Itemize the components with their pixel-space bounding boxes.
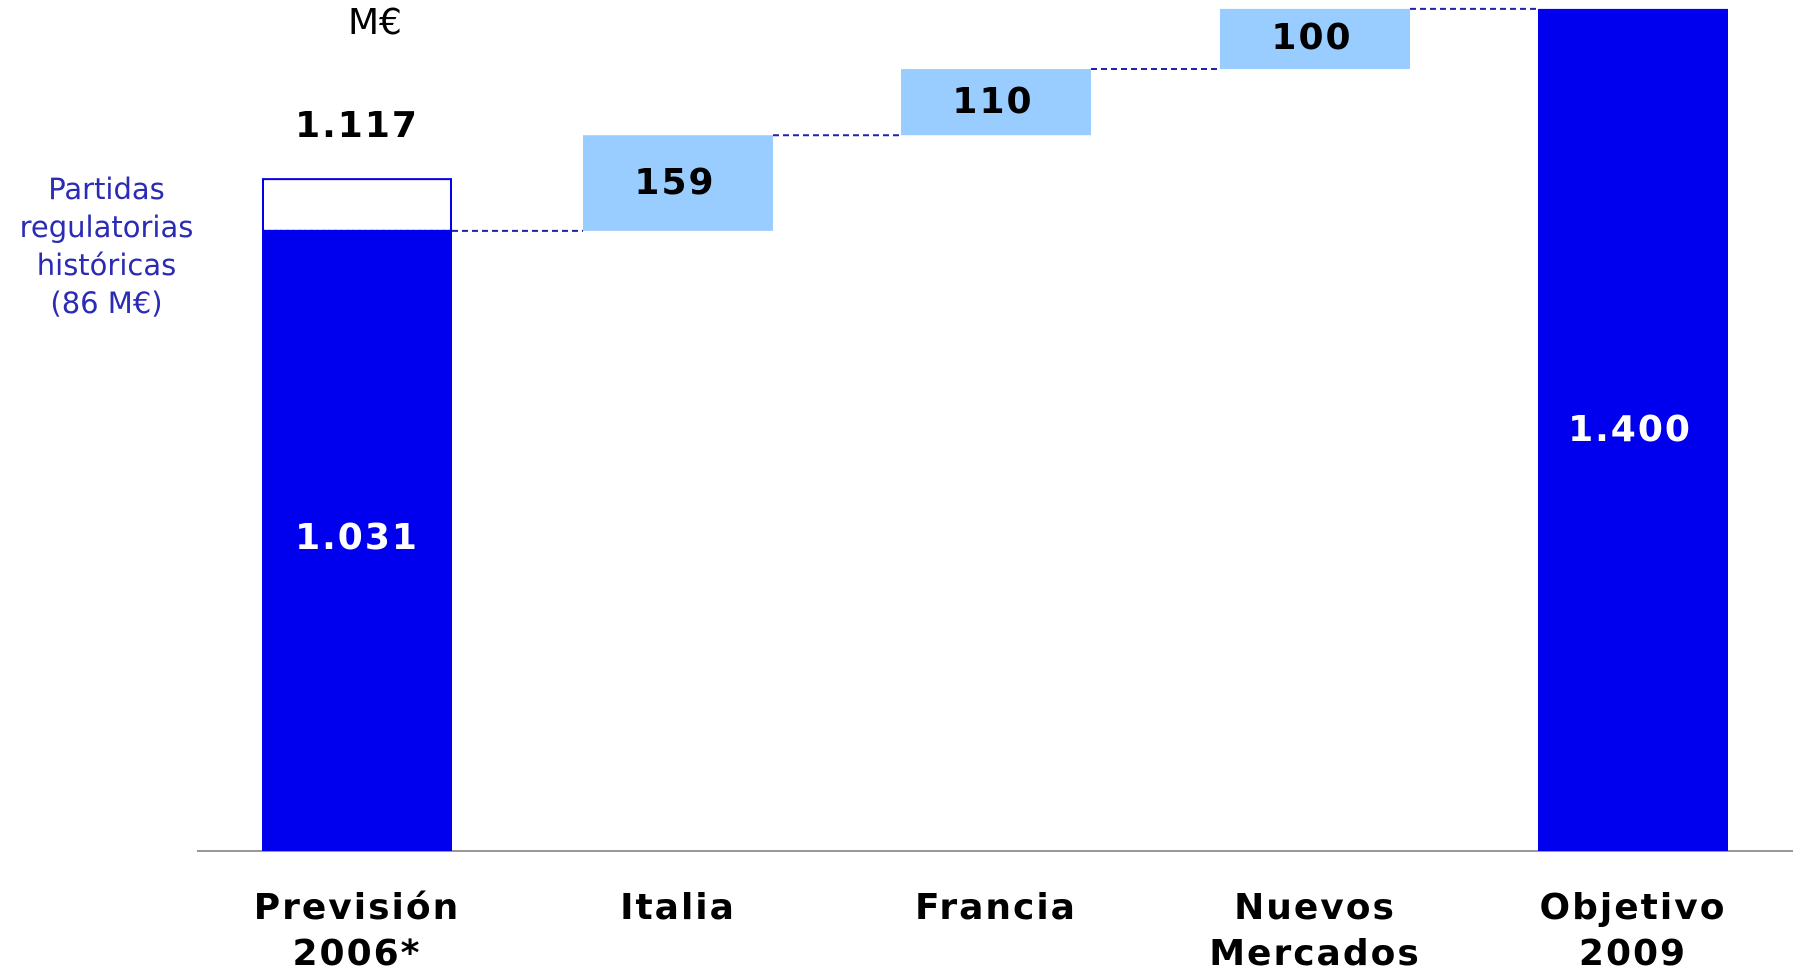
category-label-nuevos-mercados: Nuevos Mercados (1209, 887, 1421, 974)
unit-label: M€ (348, 2, 402, 43)
category-label-objetivo-2009: Objetivo 2009 (1539, 887, 1727, 974)
bar-nuevos-mercados (1220, 8, 1410, 70)
bar-previsin-2006-highlight (262, 178, 452, 232)
annotation-line: regulatorias (19, 210, 194, 244)
category-label-francia: Francia (915, 887, 1077, 928)
data-label-nuevos-mercados: 100 (1271, 17, 1353, 58)
category-label-prevision-2006: Previsión 2006* (253, 887, 461, 974)
annotation-line: históricas (36, 248, 177, 282)
bar-previsin-2006-base (262, 230, 452, 851)
annotation-line: Partidas (48, 172, 165, 206)
data-label-francia: 110 (952, 81, 1034, 122)
bar-objetivo-2009 (1538, 8, 1728, 851)
regulatory-items-annotation: Partidas regulatorias históricas (86 M€) (0, 170, 213, 322)
data-label-prevision-total: 1.117 (295, 105, 419, 146)
bar-francia (901, 69, 1091, 136)
data-label-italia: 159 (634, 162, 716, 203)
annotation-line: (86 M€) (50, 286, 163, 320)
category-label-italia: Italia (620, 887, 736, 928)
data-label-objetivo-2009: 1.400 (1568, 409, 1692, 450)
data-label-prevision-base: 1.031 (295, 517, 419, 558)
bar-italia (583, 135, 773, 231)
